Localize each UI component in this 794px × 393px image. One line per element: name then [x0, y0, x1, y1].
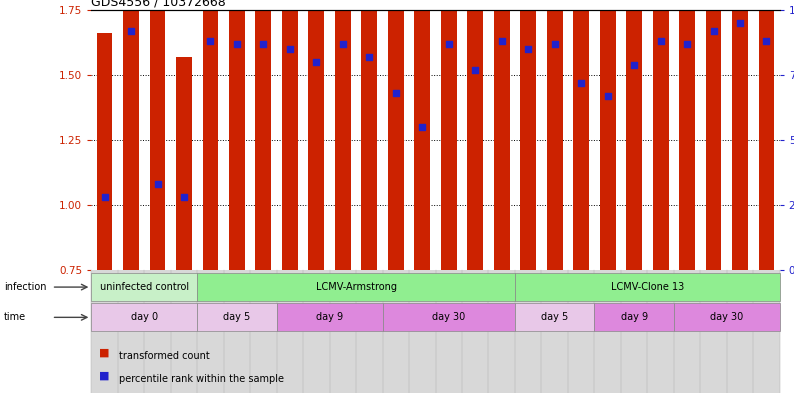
Point — [469, 66, 482, 73]
Bar — [653, 0, 669, 270]
Text: LCMV-Clone 13: LCMV-Clone 13 — [611, 282, 684, 292]
Point — [98, 194, 111, 200]
Bar — [276, 303, 383, 332]
Bar — [229, 0, 245, 270]
Point — [310, 59, 322, 65]
Point — [549, 40, 561, 47]
Bar — [197, 303, 276, 332]
Point — [230, 40, 243, 47]
Point — [125, 28, 137, 34]
Bar — [758, 0, 774, 270]
Text: day 5: day 5 — [223, 312, 251, 322]
Bar — [706, 0, 722, 270]
Text: ■: ■ — [99, 348, 110, 358]
Point — [734, 20, 746, 26]
Point — [628, 61, 641, 68]
Bar — [335, 0, 351, 270]
Point — [601, 93, 614, 99]
Bar — [91, 273, 197, 301]
Text: day 9: day 9 — [621, 312, 648, 322]
Bar — [626, 0, 642, 270]
Bar — [197, 273, 515, 301]
Bar — [308, 0, 324, 270]
Text: day 9: day 9 — [316, 312, 343, 322]
Text: infection: infection — [4, 282, 47, 292]
Text: GDS4556 / 10372668: GDS4556 / 10372668 — [91, 0, 226, 9]
Point — [257, 40, 270, 47]
Point — [337, 40, 349, 47]
Bar — [123, 0, 139, 270]
Bar — [494, 0, 510, 270]
Bar — [679, 0, 695, 270]
Bar — [97, 33, 113, 270]
Point — [522, 46, 534, 52]
Text: uninfected control: uninfected control — [100, 282, 189, 292]
Bar — [91, 303, 197, 332]
Text: day 0: day 0 — [131, 312, 158, 322]
Bar — [91, 270, 780, 393]
Bar — [256, 0, 272, 270]
Bar — [520, 0, 536, 270]
Bar — [441, 0, 457, 270]
Text: percentile rank within the sample: percentile rank within the sample — [119, 374, 284, 384]
Bar — [599, 0, 615, 270]
Bar — [361, 0, 377, 270]
Bar — [732, 0, 748, 270]
Bar — [414, 0, 430, 270]
Point — [151, 181, 164, 187]
Point — [680, 40, 693, 47]
Bar — [573, 0, 589, 270]
Text: day 5: day 5 — [541, 312, 569, 322]
Point — [707, 28, 720, 34]
Bar — [515, 273, 780, 301]
Point — [442, 40, 455, 47]
Text: time: time — [4, 312, 26, 322]
Point — [654, 38, 667, 44]
Point — [389, 90, 402, 96]
Bar — [176, 57, 192, 270]
Point — [495, 38, 508, 44]
Bar — [149, 7, 165, 270]
Bar — [202, 0, 218, 270]
Point — [363, 53, 376, 60]
Text: day 30: day 30 — [710, 312, 743, 322]
Text: LCMV-Armstrong: LCMV-Armstrong — [315, 282, 396, 292]
Point — [575, 80, 588, 86]
Point — [760, 38, 773, 44]
Bar — [674, 303, 780, 332]
Text: day 30: day 30 — [432, 312, 465, 322]
Bar — [383, 303, 515, 332]
Point — [204, 38, 217, 44]
Bar — [595, 303, 674, 332]
Point — [178, 194, 191, 200]
Point — [416, 124, 429, 130]
Point — [283, 46, 296, 52]
Text: ■: ■ — [99, 371, 110, 381]
Bar — [282, 0, 298, 270]
Bar — [468, 0, 484, 270]
Text: transformed count: transformed count — [119, 351, 210, 361]
Bar — [515, 303, 595, 332]
Bar — [547, 0, 563, 270]
Bar — [387, 0, 403, 270]
